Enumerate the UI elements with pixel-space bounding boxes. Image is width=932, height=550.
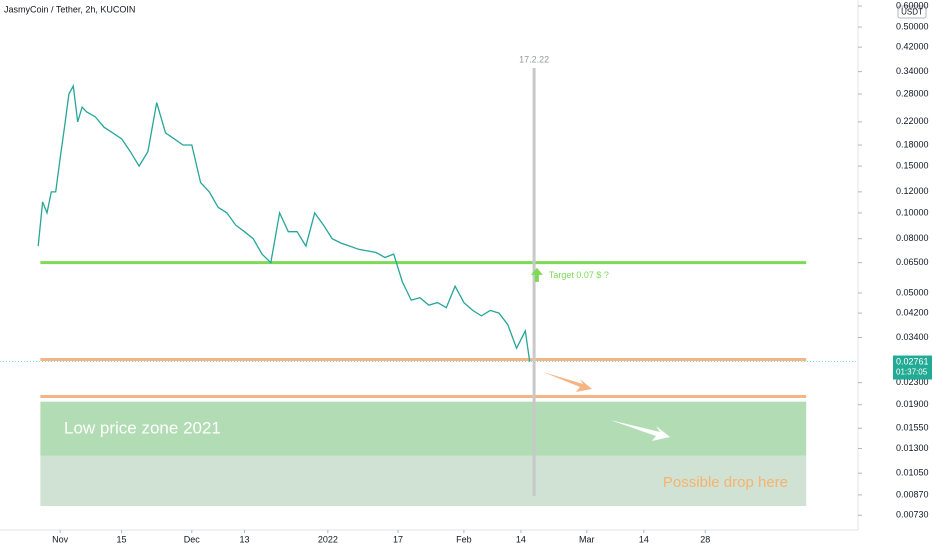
date-label: 17.2.22 [519,54,549,64]
y-tick-label: 0.01300 [896,443,929,453]
y-tick-label: 0.42000 [896,42,929,52]
y-tick-label: 0.02300 [896,377,929,387]
y-tick-label: 0.03400 [896,332,929,342]
price-zone [40,455,807,507]
y-tick-label: 0.60000 [896,0,929,10]
x-tick-label: 28 [700,534,710,544]
price-line [37,83,531,362]
x-tick-label: 14 [516,534,526,544]
y-tick-label: 0.01050 [896,468,929,478]
y-tick-label: 0.08000 [896,233,929,243]
y-tick-label: 0.01550 [896,423,929,433]
chart-title: JasmyCoin / Tether, 2h, KUCOIN [4,4,135,14]
y-tick-label: 0.50000 [896,21,929,31]
current-price-label: 0.02761 [896,356,929,366]
x-tick-label: Dec [184,534,201,544]
y-tick-label: 0.06500 [896,257,929,267]
annotation: Target 0.07 $ ? [549,270,609,280]
y-tick-label: 0.10000 [896,207,929,217]
x-tick-label: Mar [579,534,595,544]
y-tick-label: 0.01900 [896,399,929,409]
y-tick-label: 0.05000 [896,287,929,297]
current-price-box [893,355,932,380]
y-tick-label: 0.28000 [896,88,929,98]
zone-label: Low price zone 2021 [64,418,221,437]
x-tick-label: 15 [117,534,127,544]
y-tick-label: 0.34000 [896,66,929,76]
up-arrow [530,267,543,282]
orange-arrow [543,372,592,392]
y-tick-label: 0.12000 [896,186,929,196]
y-tick-label: 0.04200 [896,307,929,317]
y-tick-label: 0.00870 [896,489,929,499]
y-tick-label: 0.22000 [896,116,929,126]
y-tick-label: 0.15000 [896,160,929,170]
x-tick-label: 2022 [318,534,338,544]
price-zone [40,401,807,456]
x-tick-label: 13 [239,534,249,544]
x-tick-label: 14 [639,534,649,544]
x-tick-label: Nov [52,534,69,544]
x-tick-label: Feb [456,534,472,544]
y-tick-label: 0.18000 [896,139,929,149]
y-tick-label: 0.00730 [896,510,929,520]
zone-label: Possible drop here [663,474,788,491]
currency-box [897,5,927,19]
x-tick-label: 17 [393,534,403,544]
currency-label: USDT [901,8,923,17]
countdown-label: 01:37:05 [896,368,928,377]
